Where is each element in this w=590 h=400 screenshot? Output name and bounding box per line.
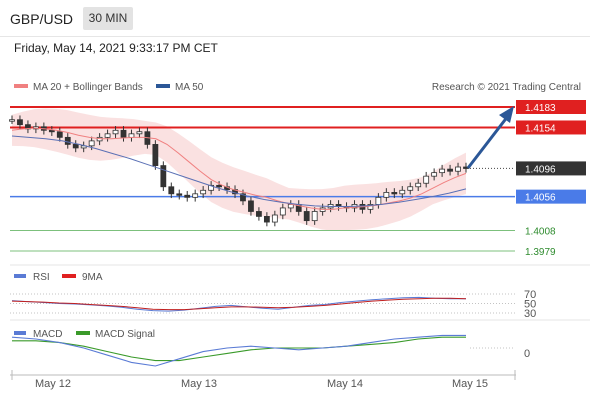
candle-body: [391, 192, 398, 195]
rsi-ma-legend-label: 9MA: [82, 272, 103, 283]
candle-body: [423, 175, 430, 184]
candle-body: [431, 172, 438, 177]
candle-body: [439, 168, 446, 174]
candle-body: [447, 168, 453, 172]
level-tag-1.4183: [516, 100, 586, 114]
rsi-level-label-70: 70: [524, 289, 536, 301]
candle-body: [216, 184, 222, 188]
timestamp: Friday, May 14, 2021 9:33:17 PM CET: [14, 41, 218, 55]
moving-averages: [11, 127, 467, 210]
ma20-legend-swatch: [14, 84, 28, 88]
bollinger-band-area: [12, 108, 466, 231]
candle-body: [176, 193, 183, 196]
header-divider: [0, 36, 590, 37]
x-tick-label: May 12: [35, 378, 71, 390]
timeframe-button[interactable]: 30 MIN: [83, 7, 133, 30]
candle-body: [104, 133, 111, 138]
candle-body: [168, 186, 175, 195]
bollinger-bands: [12, 108, 466, 231]
forecast-arrow-line: [466, 115, 510, 169]
x-tick-label: May 15: [452, 378, 488, 390]
candle-body: [455, 166, 461, 172]
copyright-text: Research © 2021 Trading Central: [432, 82, 581, 93]
candle-body: [383, 192, 390, 198]
candle-body: [367, 204, 374, 210]
level-label-1.4056: 1.4056: [525, 193, 556, 204]
candle-body: [271, 214, 278, 223]
ma50-line: [11, 135, 467, 208]
level-tag-1.4096: [516, 161, 586, 176]
level-label-1.4096: 1.4096: [525, 164, 556, 175]
candle-body: [48, 129, 55, 133]
ma50-legend-label: MA 50: [175, 82, 204, 93]
candle-body: [399, 189, 406, 195]
candle-body: [375, 196, 382, 205]
level-tag-1.4154: [516, 120, 586, 135]
rsi-ma-legend-swatch: [62, 274, 76, 278]
candle-body: [263, 216, 270, 223]
candle-body: [88, 140, 95, 147]
candle-body: [136, 131, 143, 135]
level-label-1.3979: 1.3979: [525, 247, 556, 258]
macd-line: [11, 334, 466, 367]
candle-body: [64, 136, 71, 145]
rsi-legend-swatch: [14, 274, 26, 278]
ma20-line: [11, 127, 467, 210]
symbol-title: GBP/USD: [10, 11, 74, 27]
level-label-1.4183: 1.4183: [525, 103, 556, 114]
candle-body: [240, 193, 246, 202]
candle-body: [287, 204, 294, 209]
candle-body: [192, 193, 199, 198]
rsi-legend-label: RSI: [33, 272, 50, 283]
candle-body: [120, 129, 127, 138]
ma50-legend-swatch: [156, 84, 170, 88]
forecast-arrow: [466, 106, 514, 169]
macd-signal-line: [12, 336, 466, 362]
level-label-1.4008: 1.4008: [525, 227, 556, 238]
candle-body: [72, 144, 79, 149]
chart-header: GBP/USD 30 MIN: [0, 0, 590, 38]
candle-body: [160, 165, 167, 188]
forecast-arrow-head: [499, 106, 514, 123]
x-axis: May 12 May 13 May 14 May 15: [11, 370, 516, 390]
candle-body: [407, 186, 414, 191]
macd-signal-legend-label: MACD Signal: [95, 329, 155, 340]
candle-body: [311, 211, 318, 222]
macd-signal-legend-swatch: [76, 331, 90, 335]
ma20-legend-label: MA 20 + Bollinger Bands: [33, 82, 143, 93]
level-label-1.4154: 1.4154: [525, 123, 556, 134]
candle-body: [17, 119, 23, 126]
candle-body: [256, 211, 262, 217]
candle-body: [112, 129, 119, 135]
rsi-level-label-30: 30: [524, 308, 536, 320]
candle-body: [248, 200, 254, 212]
candle-body: [152, 144, 159, 166]
macd-panel: 0: [11, 334, 530, 367]
x-tick-label: May 14: [327, 378, 363, 390]
candle-body: [279, 207, 286, 216]
rsi-level-label-50: 50: [524, 299, 536, 311]
x-tick-label: May 13: [181, 378, 217, 390]
candle-body: [184, 194, 191, 198]
rsi-ma-line: [11, 297, 467, 311]
candle-body: [303, 211, 310, 222]
candle-body: [9, 119, 15, 122]
candle-body: [200, 189, 207, 195]
macd-legend-label: MACD: [33, 329, 62, 340]
macd-legend-swatch: [14, 331, 26, 335]
candle-body: [128, 133, 135, 138]
candle-body: [415, 182, 422, 188]
candle-body: [56, 131, 63, 138]
level-tag-1.4056: [516, 189, 586, 204]
macd-level-label-0: 0: [524, 348, 530, 360]
